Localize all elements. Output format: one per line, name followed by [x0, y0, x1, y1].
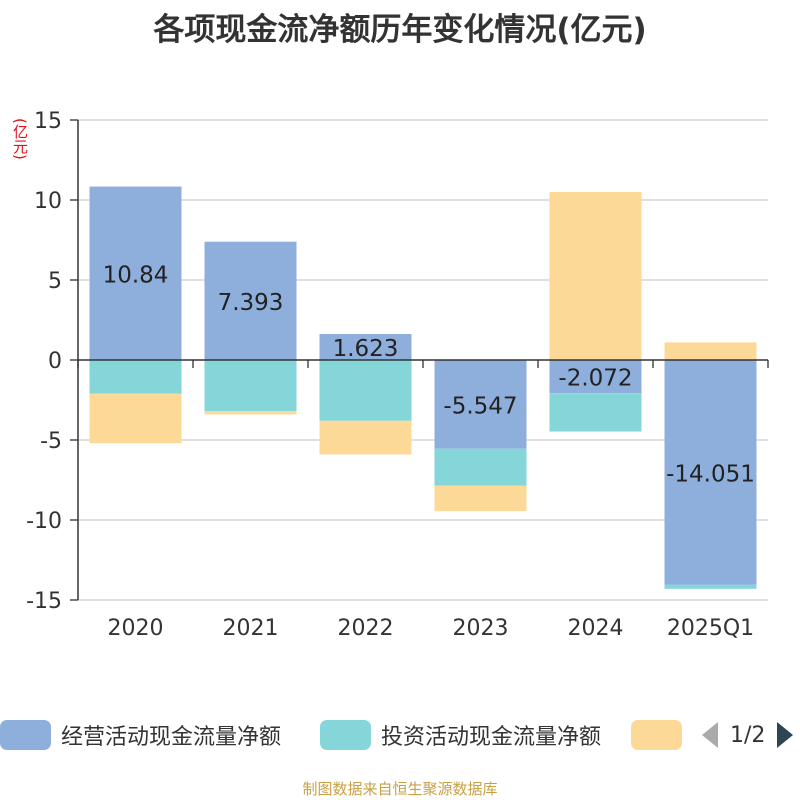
- y-tick-label: 10: [34, 189, 62, 214]
- bar-label-2022: 1.623: [333, 336, 399, 362]
- y-tick-label: -15: [26, 589, 62, 614]
- legend-pager: 1/2: [700, 715, 800, 755]
- bar-2-2023[interactable]: [434, 485, 527, 512]
- y-tick-label: -5: [40, 429, 62, 454]
- chart-title: 各项现金流净额历年变化情况(亿元): [153, 12, 647, 48]
- bar-2-2024[interactable]: [549, 192, 642, 360]
- legend-item-operating[interactable]: 经营活动现金流量净额: [0, 715, 281, 755]
- bar-1-2024[interactable]: [549, 393, 642, 432]
- bar-0-2023[interactable]: [434, 360, 527, 449]
- legend-item-financing[interactable]: [631, 715, 692, 755]
- source-note: 制图数据来自恒生聚源数据库: [302, 780, 498, 798]
- axes: 15 10 5 0 -5 -10 -15 2020 2021 2022 2023 2024 2025Q1: [26, 109, 769, 641]
- bar-0-2025Q1[interactable]: [664, 360, 757, 585]
- bar-label-2021: 7.393: [218, 290, 284, 316]
- pager-prev-icon[interactable]: [700, 720, 720, 750]
- bar-2-2020[interactable]: [89, 393, 182, 444]
- bar-0-2024[interactable]: [549, 360, 642, 394]
- grid-lines: [78, 119, 768, 601]
- y-axis-unit-label: (亿元): [11, 118, 29, 160]
- bar-1-2020[interactable]: [89, 360, 182, 394]
- legend-swatch-investing: [320, 720, 371, 750]
- bar-1-2022[interactable]: [319, 360, 412, 421]
- bar-0-2021[interactable]: [204, 241, 297, 360]
- x-tick-label-2022: 2022: [338, 616, 394, 641]
- pager-next-icon[interactable]: [775, 720, 795, 750]
- y-tick-label: 5: [48, 269, 62, 294]
- bar-labels: 10.84 7.393 1.623 -5.547 -2.072 -14.051: [103, 262, 755, 487]
- bar-label-2023: -5.547: [443, 393, 517, 419]
- x-tick-label-2023: 2023: [453, 616, 509, 641]
- bar-1-2025Q1[interactable]: [664, 584, 757, 589]
- bar-0-2022[interactable]: [319, 334, 412, 360]
- bar-2-2021[interactable]: [204, 411, 297, 415]
- x-tick-label-2024: 2024: [568, 616, 624, 641]
- bar-1-2021[interactable]: [204, 360, 297, 412]
- pager-indicator: 1/2: [730, 722, 766, 748]
- legend-swatch-operating: [0, 720, 51, 750]
- x-tick-label-2021: 2021: [223, 616, 279, 641]
- bar-label-2020: 10.84: [103, 262, 169, 288]
- legend-swatch-financing: [631, 720, 682, 750]
- x-tick-label-2020: 2020: [108, 616, 164, 641]
- y-tick-label: 15: [34, 109, 62, 134]
- legend-label-operating: 经营活动现金流量净额: [61, 725, 282, 750]
- bar-1-2023[interactable]: [434, 448, 527, 486]
- x-tick-label-2025Q1: 2025Q1: [667, 616, 754, 641]
- bars: [89, 186, 757, 589]
- y-tick-label: 0: [48, 349, 62, 374]
- y-tick-label: -10: [26, 509, 62, 534]
- chart-plot: 15 10 5 0 -5 -10 -15 2020 2021 2022 2023 2024 2025Q1…: [26, 109, 769, 641]
- bar-2-2025Q1[interactable]: [664, 342, 757, 360]
- bar-2-2022[interactable]: [319, 420, 412, 455]
- legend-label-investing: 投资活动现金流量净额: [381, 725, 602, 750]
- bar-label-2025Q1: -14.051: [666, 461, 755, 487]
- legend-item-investing[interactable]: 投资活动现金流量净额: [320, 715, 601, 755]
- bar-label-2024: -2.072: [558, 366, 632, 392]
- bar-0-2020[interactable]: [89, 186, 182, 360]
- legend: 经营活动现金流量净额 投资活动现金流量净额 1/2: [0, 715, 800, 755]
